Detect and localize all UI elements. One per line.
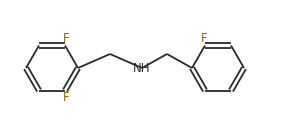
Text: F: F: [63, 32, 69, 45]
Text: F: F: [201, 32, 207, 45]
Text: F: F: [63, 91, 69, 104]
Text: NH: NH: [133, 61, 151, 75]
